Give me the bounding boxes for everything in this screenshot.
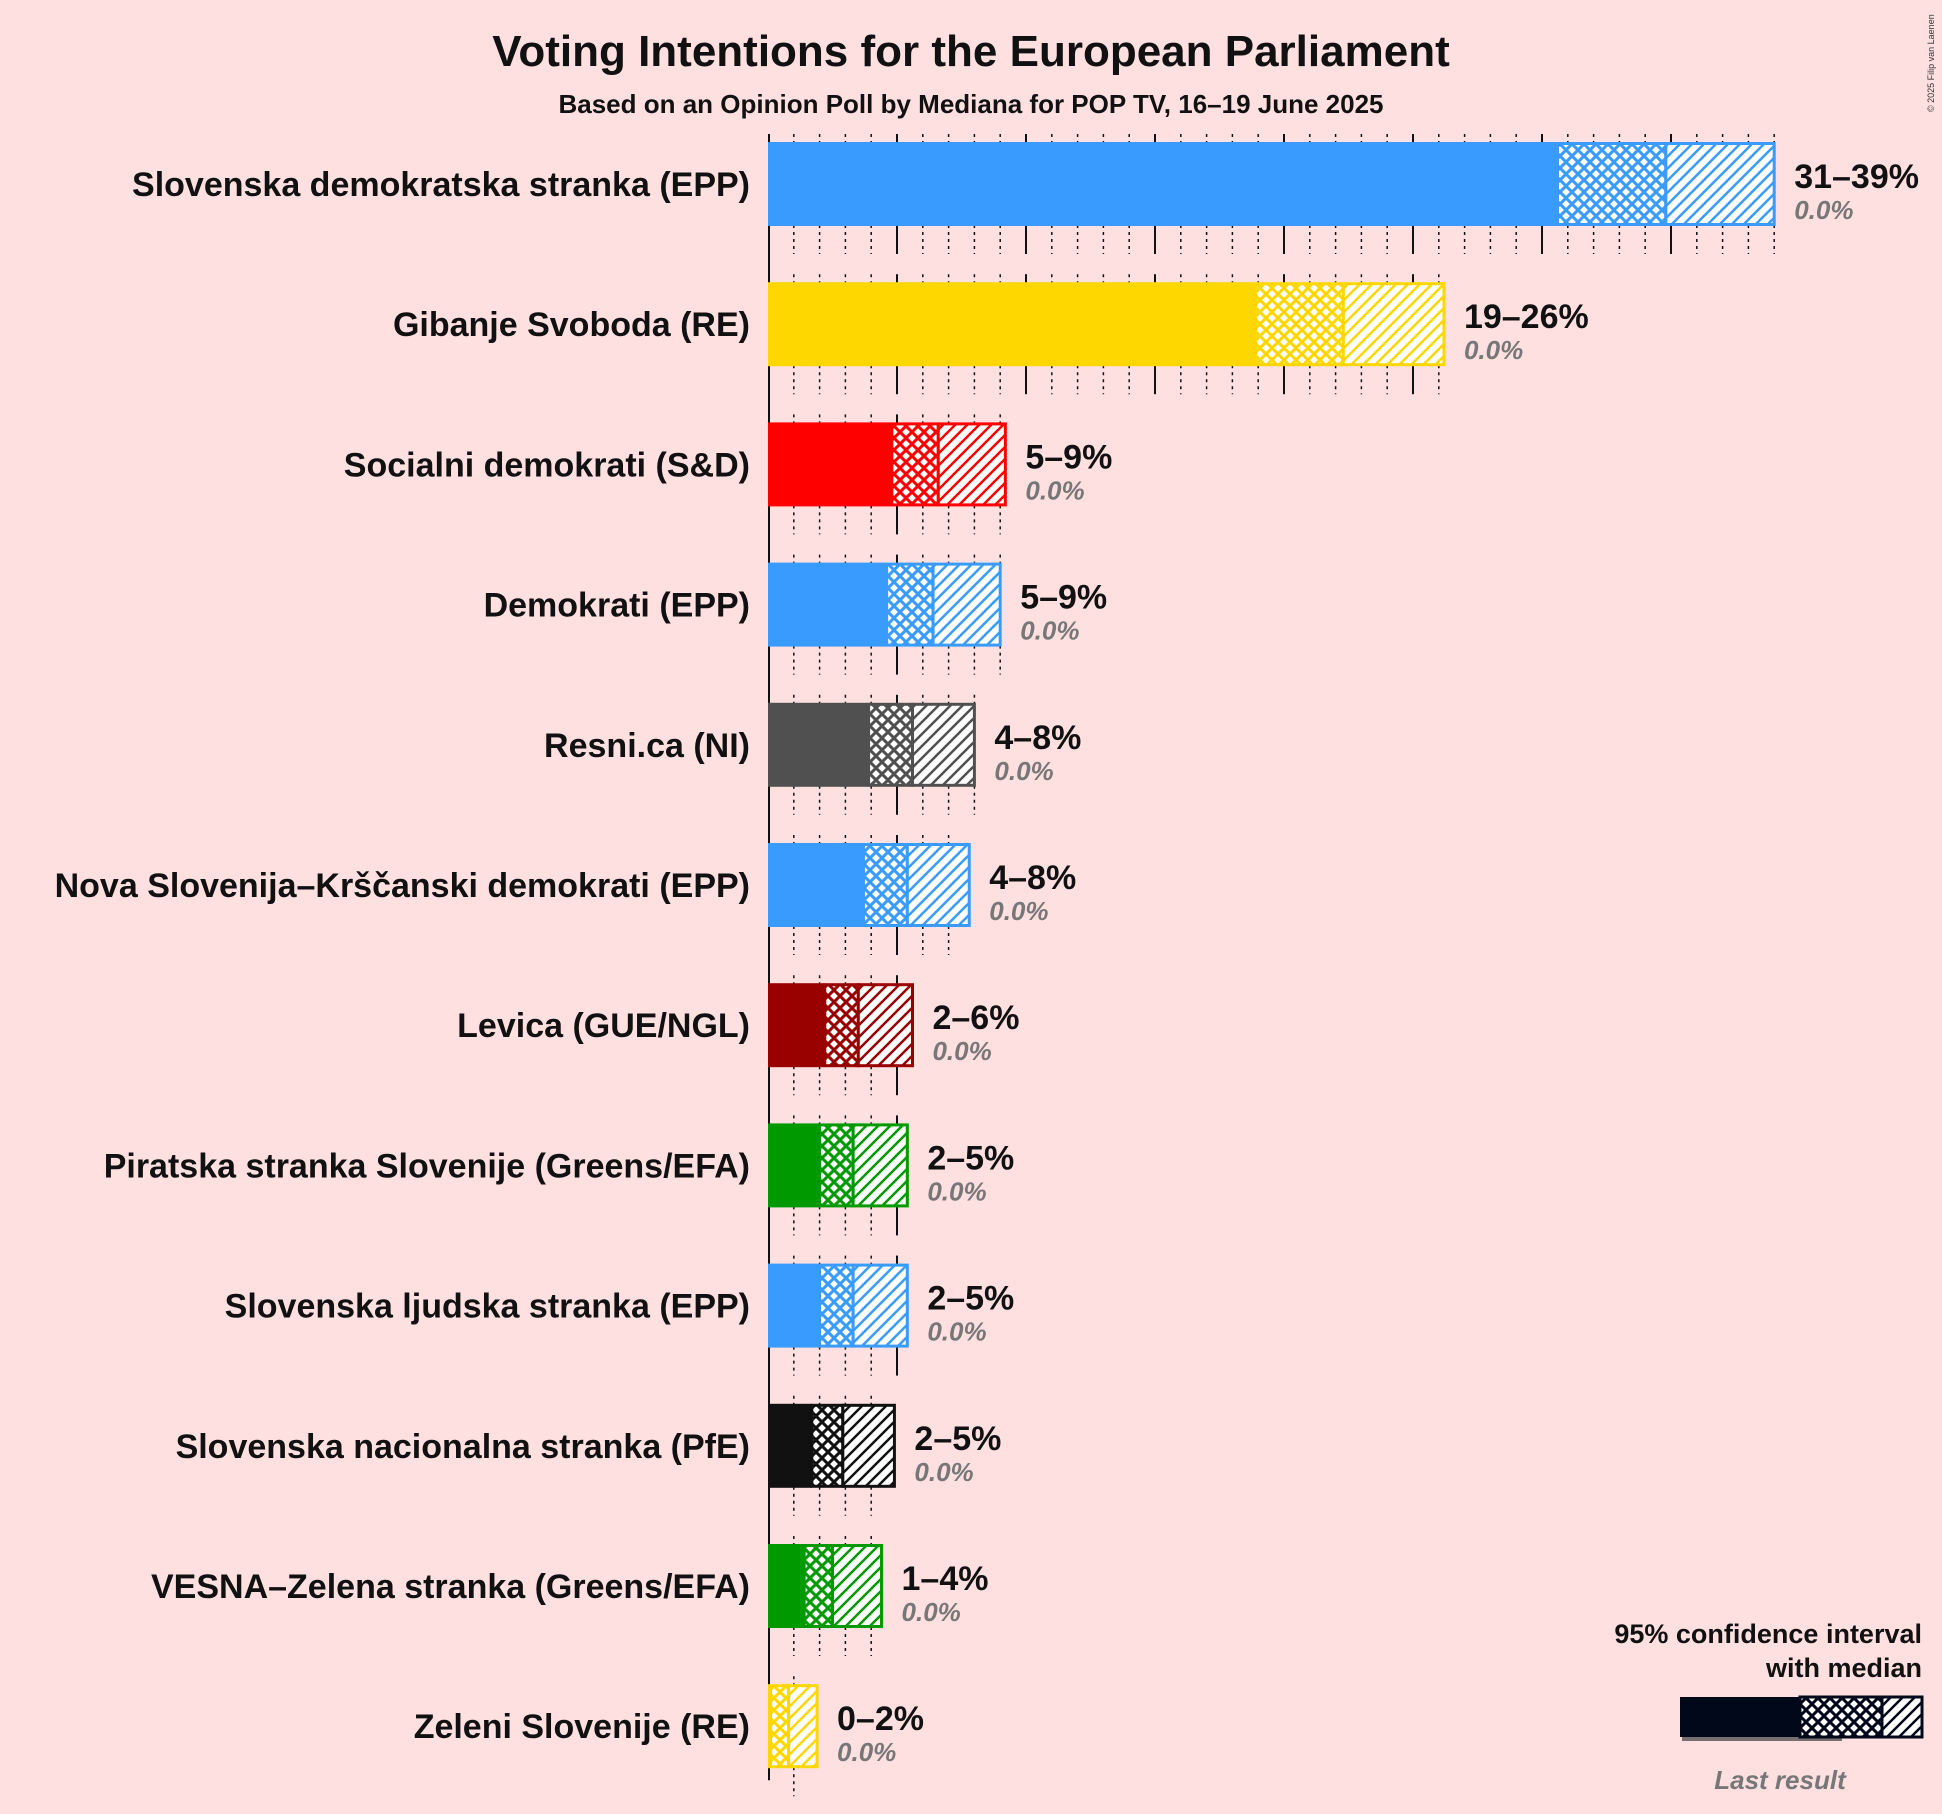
party-label: VESNA–Zelena stranka (Greens/EFA) [151, 1568, 750, 1606]
range-label: 19–26% [1464, 298, 1589, 336]
bar-ci-lower [890, 422, 940, 507]
bar-ci-upper [905, 843, 971, 927]
gridlines [768, 134, 1775, 1797]
legend-diagonal-segment [1880, 1695, 1924, 1739]
last-result-label: 0.0% [1025, 475, 1084, 505]
last-result-label: 0.0% [989, 896, 1048, 926]
party-label: Zeleni Slovenije (RE) [414, 1708, 750, 1746]
bar-ci-lower [818, 1123, 855, 1208]
bar-ci-lower [769, 1684, 791, 1769]
party-label: Demokrati (EPP) [484, 587, 750, 625]
range-label: 2–5% [927, 1139, 1014, 1177]
bar-ci-lower [802, 1544, 834, 1628]
range-label: 2–6% [932, 999, 1019, 1037]
bar-ci-lower [810, 1403, 845, 1488]
party-label: Resni.ca (NI) [544, 727, 750, 765]
party-row: Socialni demokrati (S&D) 5–9%0.0% [344, 422, 1112, 507]
bar-solid [768, 142, 1558, 226]
party-row: Slovenska ljudska stranka (EPP) 2–5%0.0% [225, 1263, 1014, 1348]
bar-ci-lower [1254, 282, 1345, 367]
bar-ci-upper [841, 1403, 896, 1488]
party-label: Piratska stranka Slovenije (Greens/EFA) [104, 1147, 750, 1185]
party-label: Gibanje Svoboda (RE) [393, 306, 750, 344]
bars-layer: Slovenska demokratska stranka (EPP) 31–39… [55, 142, 1919, 1769]
range-label: 2–5% [927, 1280, 1014, 1318]
last-result-label: 0.0% [837, 1737, 896, 1767]
legend: 95% confidence interval with median Last… [1614, 1619, 1924, 1795]
range-label: 2–5% [914, 1420, 1001, 1458]
legend-last-result-label: Last result [1714, 1765, 1847, 1795]
party-row: Piratska stranka Slovenije (Greens/EFA) 2… [104, 1123, 1014, 1208]
bar-ci-upper [1341, 282, 1446, 367]
chart-title: Voting Intentions for the European Parli… [492, 27, 1450, 76]
last-result-label: 0.0% [1794, 195, 1853, 225]
bar-ci-lower [885, 562, 935, 647]
party-label: Slovenska demokratska stranka (EPP) [132, 166, 750, 204]
bar-ci-upper [931, 562, 1002, 647]
party-row: Slovenska demokratska stranka (EPP) 31–39… [132, 142, 1919, 226]
bar-ci-upper [851, 1123, 909, 1208]
bar-solid [768, 1544, 805, 1628]
bar-solid [768, 983, 825, 1068]
bar-ci-upper [787, 1684, 819, 1769]
range-label: 31–39% [1794, 158, 1919, 196]
party-row: Zeleni Slovenije (RE) 0–2%0.0% [414, 1684, 924, 1769]
party-row: Nova Slovenija–Krščanski demokrati (EPP)… [55, 843, 1076, 927]
chart-subtitle: Based on an Opinion Poll by Mediana for … [558, 89, 1383, 119]
last-result-label: 0.0% [994, 756, 1053, 786]
party-label: Socialni demokrati (S&D) [344, 446, 750, 484]
bar-solid [768, 282, 1256, 367]
copyright: © 2025 Filip van Laenen [1926, 14, 1936, 112]
last-result-label: 0.0% [927, 1317, 986, 1347]
bar-solid [768, 1263, 820, 1348]
bar-solid [768, 702, 869, 787]
party-row: Demokrati (EPP) 5–9%0.0% [484, 562, 1107, 647]
party-row: Slovenska nacionalna stranka (PfE) 2–5%0.… [176, 1403, 1001, 1488]
bar-ci-lower [823, 983, 860, 1068]
bar-ci-upper [936, 422, 1007, 507]
range-label: 5–9% [1020, 579, 1107, 617]
bar-ci-upper [851, 1263, 909, 1348]
range-label: 4–8% [994, 719, 1081, 757]
bar-ci-lower [867, 702, 914, 787]
last-result-label: 0.0% [902, 1597, 961, 1627]
party-label: Slovenska ljudska stranka (EPP) [225, 1288, 750, 1326]
bar-ci-upper [856, 983, 914, 1068]
bar-solid [768, 843, 864, 927]
bar-ci-lower [818, 1263, 855, 1348]
last-result-label: 0.0% [932, 1036, 991, 1066]
party-row: Resni.ca (NI) 4–8%0.0% [544, 702, 1081, 787]
range-label: 1–4% [902, 1560, 989, 1598]
legend-title-line1: 95% confidence interval [1614, 1619, 1922, 1649]
bar-ci-upper [1664, 142, 1776, 226]
bar-solid [768, 1123, 820, 1208]
bar-solid [768, 562, 887, 647]
range-label: 0–2% [837, 1700, 924, 1738]
last-result-label: 0.0% [1020, 616, 1079, 646]
bar-solid [768, 422, 892, 507]
party-label: Levica (GUE/NGL) [457, 1007, 750, 1045]
party-label: Nova Slovenija–Krščanski demokrati (EPP) [55, 867, 750, 905]
party-row: VESNA–Zelena stranka (Greens/EFA) 1–4%0.0… [151, 1544, 989, 1628]
bar-ci-upper [831, 1544, 884, 1628]
legend-title-line2: with median [1765, 1653, 1922, 1683]
range-label: 4–8% [989, 859, 1076, 897]
bar-ci-upper [910, 702, 976, 787]
party-row: Levica (GUE/NGL) 2–6%0.0% [457, 983, 1019, 1068]
last-result-label: 0.0% [1464, 335, 1523, 365]
range-label: 5–9% [1025, 438, 1112, 476]
party-label: Slovenska nacionalna stranka (PfE) [176, 1428, 750, 1466]
bar-solid [768, 1403, 812, 1488]
last-result-label: 0.0% [927, 1176, 986, 1206]
last-result-label: 0.0% [914, 1457, 973, 1487]
legend-crosshatch-segment [1798, 1695, 1884, 1739]
legend-solid-segment [1680, 1697, 1800, 1737]
party-row: Gibanje Svoboda (RE) 19–26%0.0% [393, 282, 1589, 367]
bar-ci-lower [861, 843, 909, 927]
bar-ci-lower [1555, 142, 1668, 226]
